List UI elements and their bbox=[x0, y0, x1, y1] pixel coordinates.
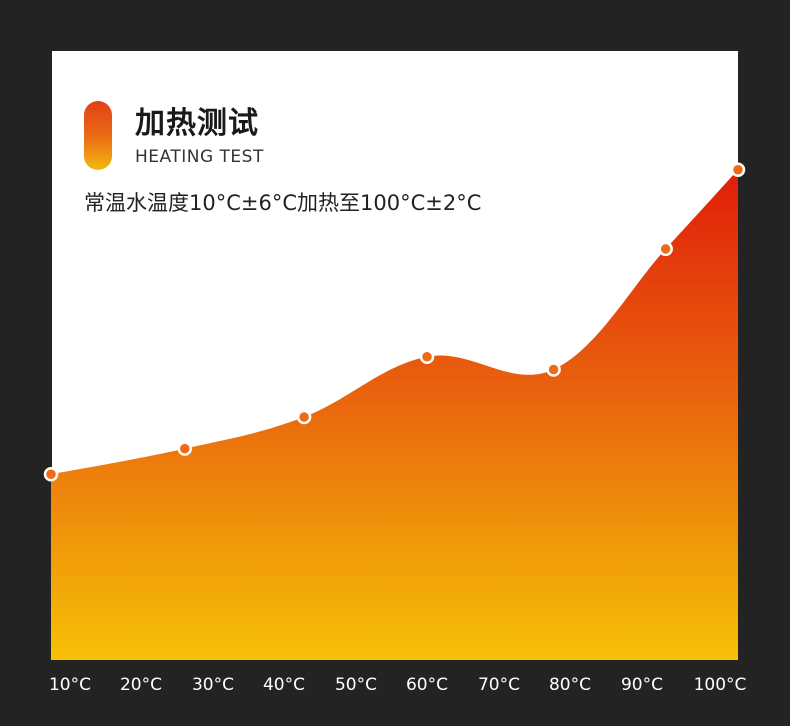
page-title: 加热测试 bbox=[135, 106, 259, 141]
x-tick-label: 60°C bbox=[406, 675, 448, 695]
data-point-marker bbox=[296, 409, 312, 425]
data-point-marker bbox=[658, 241, 673, 257]
data-point-marker bbox=[546, 362, 561, 377]
data-point-marker bbox=[177, 441, 193, 456]
x-tick-label: 80°C bbox=[549, 675, 591, 695]
x-tick-label: 20°C bbox=[120, 675, 162, 695]
x-tick-label: 100°C bbox=[694, 675, 747, 695]
data-point-marker bbox=[43, 467, 59, 482]
page-subtitle: HEATING TEST bbox=[135, 147, 264, 167]
data-point-marker bbox=[730, 162, 746, 178]
x-tick-label: 90°C bbox=[621, 675, 663, 695]
data-point-marker bbox=[419, 349, 435, 364]
title-accent-bar bbox=[84, 101, 112, 170]
x-tick-label: 50°C bbox=[335, 675, 377, 695]
temperature-area bbox=[51, 169, 738, 660]
x-tick-label: 10°C bbox=[49, 675, 91, 695]
x-tick-label: 40°C bbox=[263, 675, 305, 695]
test-description: 常温水温度10°C±6°C加热至100°C±2°C bbox=[84, 191, 482, 215]
x-tick-label: 30°C bbox=[192, 675, 234, 695]
x-tick-label: 70°C bbox=[478, 675, 520, 695]
